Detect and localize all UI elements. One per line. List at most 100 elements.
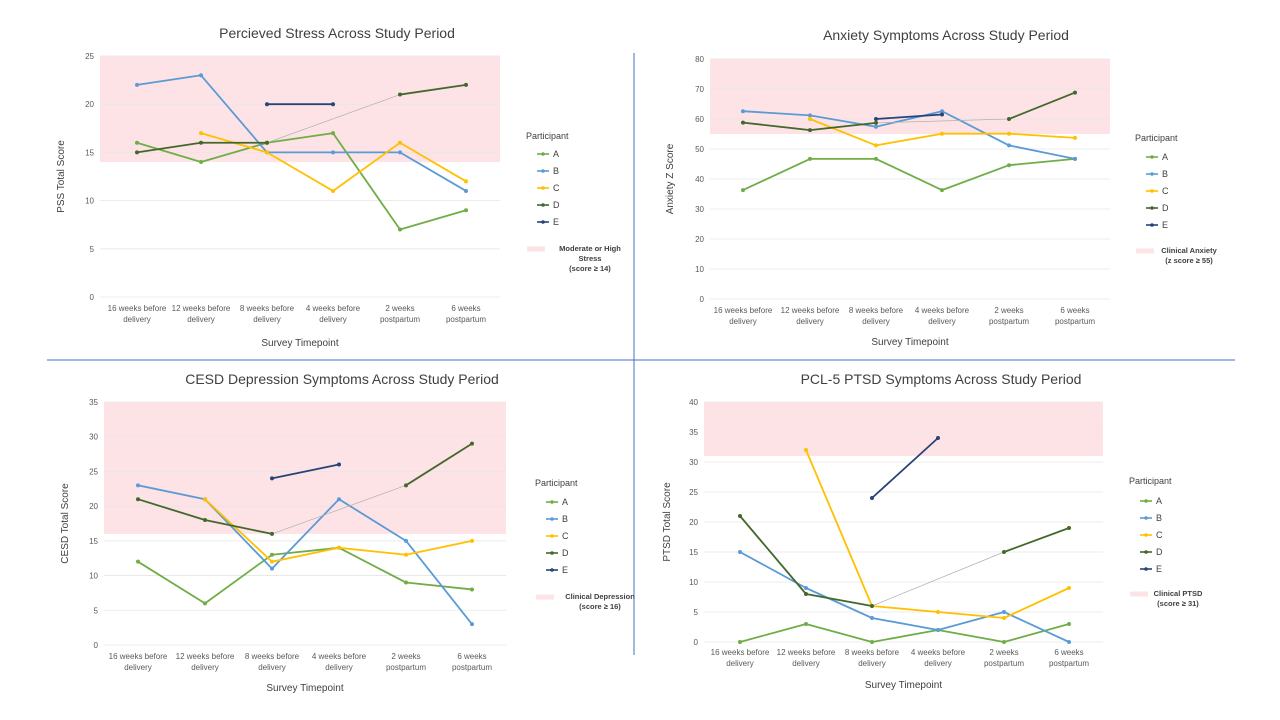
x-tick-label: 6 weeks postpartum bbox=[446, 304, 486, 324]
series-B-point bbox=[1007, 143, 1011, 148]
series-D-gap-connector bbox=[266, 94, 401, 144]
series-C-point bbox=[940, 131, 944, 136]
x-tick-label-line: delivery bbox=[729, 317, 757, 326]
series-E-point bbox=[265, 102, 269, 107]
legend-label-C: C bbox=[1156, 530, 1163, 540]
series-D-point bbox=[265, 140, 269, 145]
x-tick-label: 16 weeks before delivery bbox=[714, 306, 773, 326]
x-tick-label-line: delivery bbox=[924, 659, 952, 668]
series-D-point bbox=[199, 140, 203, 145]
series-E-point bbox=[940, 112, 944, 117]
legend-marker-D bbox=[1144, 550, 1148, 554]
x-tick-label-line: 6 weeks bbox=[451, 304, 480, 313]
x-tick-label-line: delivery bbox=[862, 317, 890, 326]
series-A-point bbox=[808, 156, 812, 161]
y-tick-label: 0 bbox=[694, 638, 699, 647]
y-tick-label: 5 bbox=[694, 608, 699, 617]
legend-marker-A bbox=[550, 500, 554, 504]
legend-marker-B bbox=[1150, 172, 1154, 176]
legend-band-label: (score ≥ 16) bbox=[579, 602, 621, 611]
y-tick-label: 40 bbox=[695, 175, 704, 184]
legend-label-D: D bbox=[553, 200, 560, 210]
series-D-point bbox=[741, 120, 745, 125]
series-D-point bbox=[1073, 90, 1077, 95]
y-tick-label: 25 bbox=[89, 467, 98, 476]
x-tick-label-line: delivery bbox=[726, 659, 754, 668]
y-tick-label: 10 bbox=[89, 572, 98, 581]
x-tick-label-line: 8 weeks before bbox=[240, 304, 295, 313]
x-tick-label-line: 16 weeks before bbox=[108, 304, 167, 313]
x-tick-label-line: postpartum bbox=[386, 663, 426, 672]
y-tick-label: 10 bbox=[695, 265, 704, 274]
x-tick-label-line: 16 weeks before bbox=[711, 648, 770, 657]
series-A-point bbox=[738, 640, 742, 644]
x-tick-label: 6 weeks postpartum bbox=[452, 652, 492, 672]
y-tick-label: 5 bbox=[94, 606, 99, 615]
legend-marker-A bbox=[1144, 499, 1148, 503]
legend-band-swatch bbox=[1130, 591, 1148, 597]
legend-label-D: D bbox=[562, 548, 569, 558]
legend-band-swatch bbox=[1136, 248, 1154, 254]
series-E-line bbox=[875, 113, 943, 120]
series-A-line bbox=[136, 132, 467, 231]
y-tick-label: 20 bbox=[695, 235, 704, 244]
series-C-point bbox=[331, 188, 335, 193]
series-B-point bbox=[741, 109, 745, 114]
x-tick-label: 4 weeks before delivery bbox=[911, 648, 966, 668]
x-tick-label: 8 weeks before delivery bbox=[240, 304, 295, 324]
legend-marker-B bbox=[550, 517, 554, 521]
x-tick-label-line: postpartum bbox=[984, 659, 1024, 668]
series-B-point bbox=[199, 73, 203, 78]
series-C-point bbox=[270, 559, 274, 564]
x-tick-label-line: delivery bbox=[123, 315, 151, 324]
x-axis-label: Survey Timepoint bbox=[871, 337, 948, 348]
clinical-threshold-band bbox=[704, 402, 1103, 456]
x-tick-label: 16 weeks before delivery bbox=[109, 652, 168, 672]
legend-label-E: E bbox=[1156, 564, 1162, 574]
y-axis-label: PSS Total Score bbox=[56, 140, 67, 213]
series-B-point bbox=[404, 538, 408, 543]
series-B-point bbox=[936, 628, 940, 632]
series-A-point bbox=[1067, 622, 1071, 626]
chart-title: CESD Depression Symptoms Across Study Pe… bbox=[185, 371, 499, 387]
legend-band-label: Clinical Depression bbox=[565, 592, 635, 601]
series-E-point bbox=[337, 462, 341, 467]
y-tick-label: 0 bbox=[700, 295, 705, 304]
series-A-point bbox=[470, 587, 474, 592]
series-D-point bbox=[136, 497, 140, 502]
series-A-point bbox=[136, 559, 140, 564]
y-tick-label: 30 bbox=[695, 205, 704, 214]
x-tick-label: 4 weeks before delivery bbox=[915, 306, 970, 326]
series-B-point bbox=[870, 616, 874, 620]
y-tick-label: 10 bbox=[85, 197, 94, 206]
x-axis-label: Survey Timepoint bbox=[266, 683, 343, 694]
series-C-point bbox=[804, 448, 808, 452]
series-B-point bbox=[135, 82, 139, 87]
y-tick-label: 50 bbox=[695, 145, 704, 154]
y-tick-label: 35 bbox=[89, 398, 98, 407]
x-tick-label-line: delivery bbox=[792, 659, 820, 668]
x-axis-label: Survey Timepoint bbox=[865, 680, 942, 691]
legend-label-B: B bbox=[562, 514, 568, 524]
x-tick-label: 2 weeks postpartum bbox=[989, 306, 1029, 326]
legend-label-B: B bbox=[1156, 513, 1162, 523]
series-C-point bbox=[470, 538, 474, 543]
series-E-point bbox=[874, 117, 878, 121]
x-tick-label: 16 weeks before delivery bbox=[711, 648, 770, 668]
series-C-point bbox=[1002, 616, 1006, 620]
x-tick-label-line: delivery bbox=[319, 315, 347, 324]
legend-band-label: (score ≥ 14) bbox=[569, 264, 611, 273]
legend-marker-D bbox=[541, 203, 545, 207]
legend-marker-C bbox=[1150, 189, 1154, 193]
series-C-line bbox=[805, 449, 1070, 619]
x-tick-label-line: 4 weeks before bbox=[312, 652, 367, 661]
series-D-point bbox=[808, 128, 812, 133]
series-D-point bbox=[203, 518, 207, 523]
legend-label-D: D bbox=[1156, 547, 1163, 557]
x-tick-label: 2 weeks postpartum bbox=[984, 648, 1024, 668]
series-D-point bbox=[404, 483, 408, 488]
series-E-point bbox=[270, 476, 274, 481]
series-B-line bbox=[136, 74, 467, 192]
x-tick-label-line: 12 weeks before bbox=[172, 304, 231, 313]
ptsd-chart: 0 5 10 15 20 25 30 35 40 PCL-5 PTSD Symptoms Acro… bbox=[662, 371, 1203, 691]
